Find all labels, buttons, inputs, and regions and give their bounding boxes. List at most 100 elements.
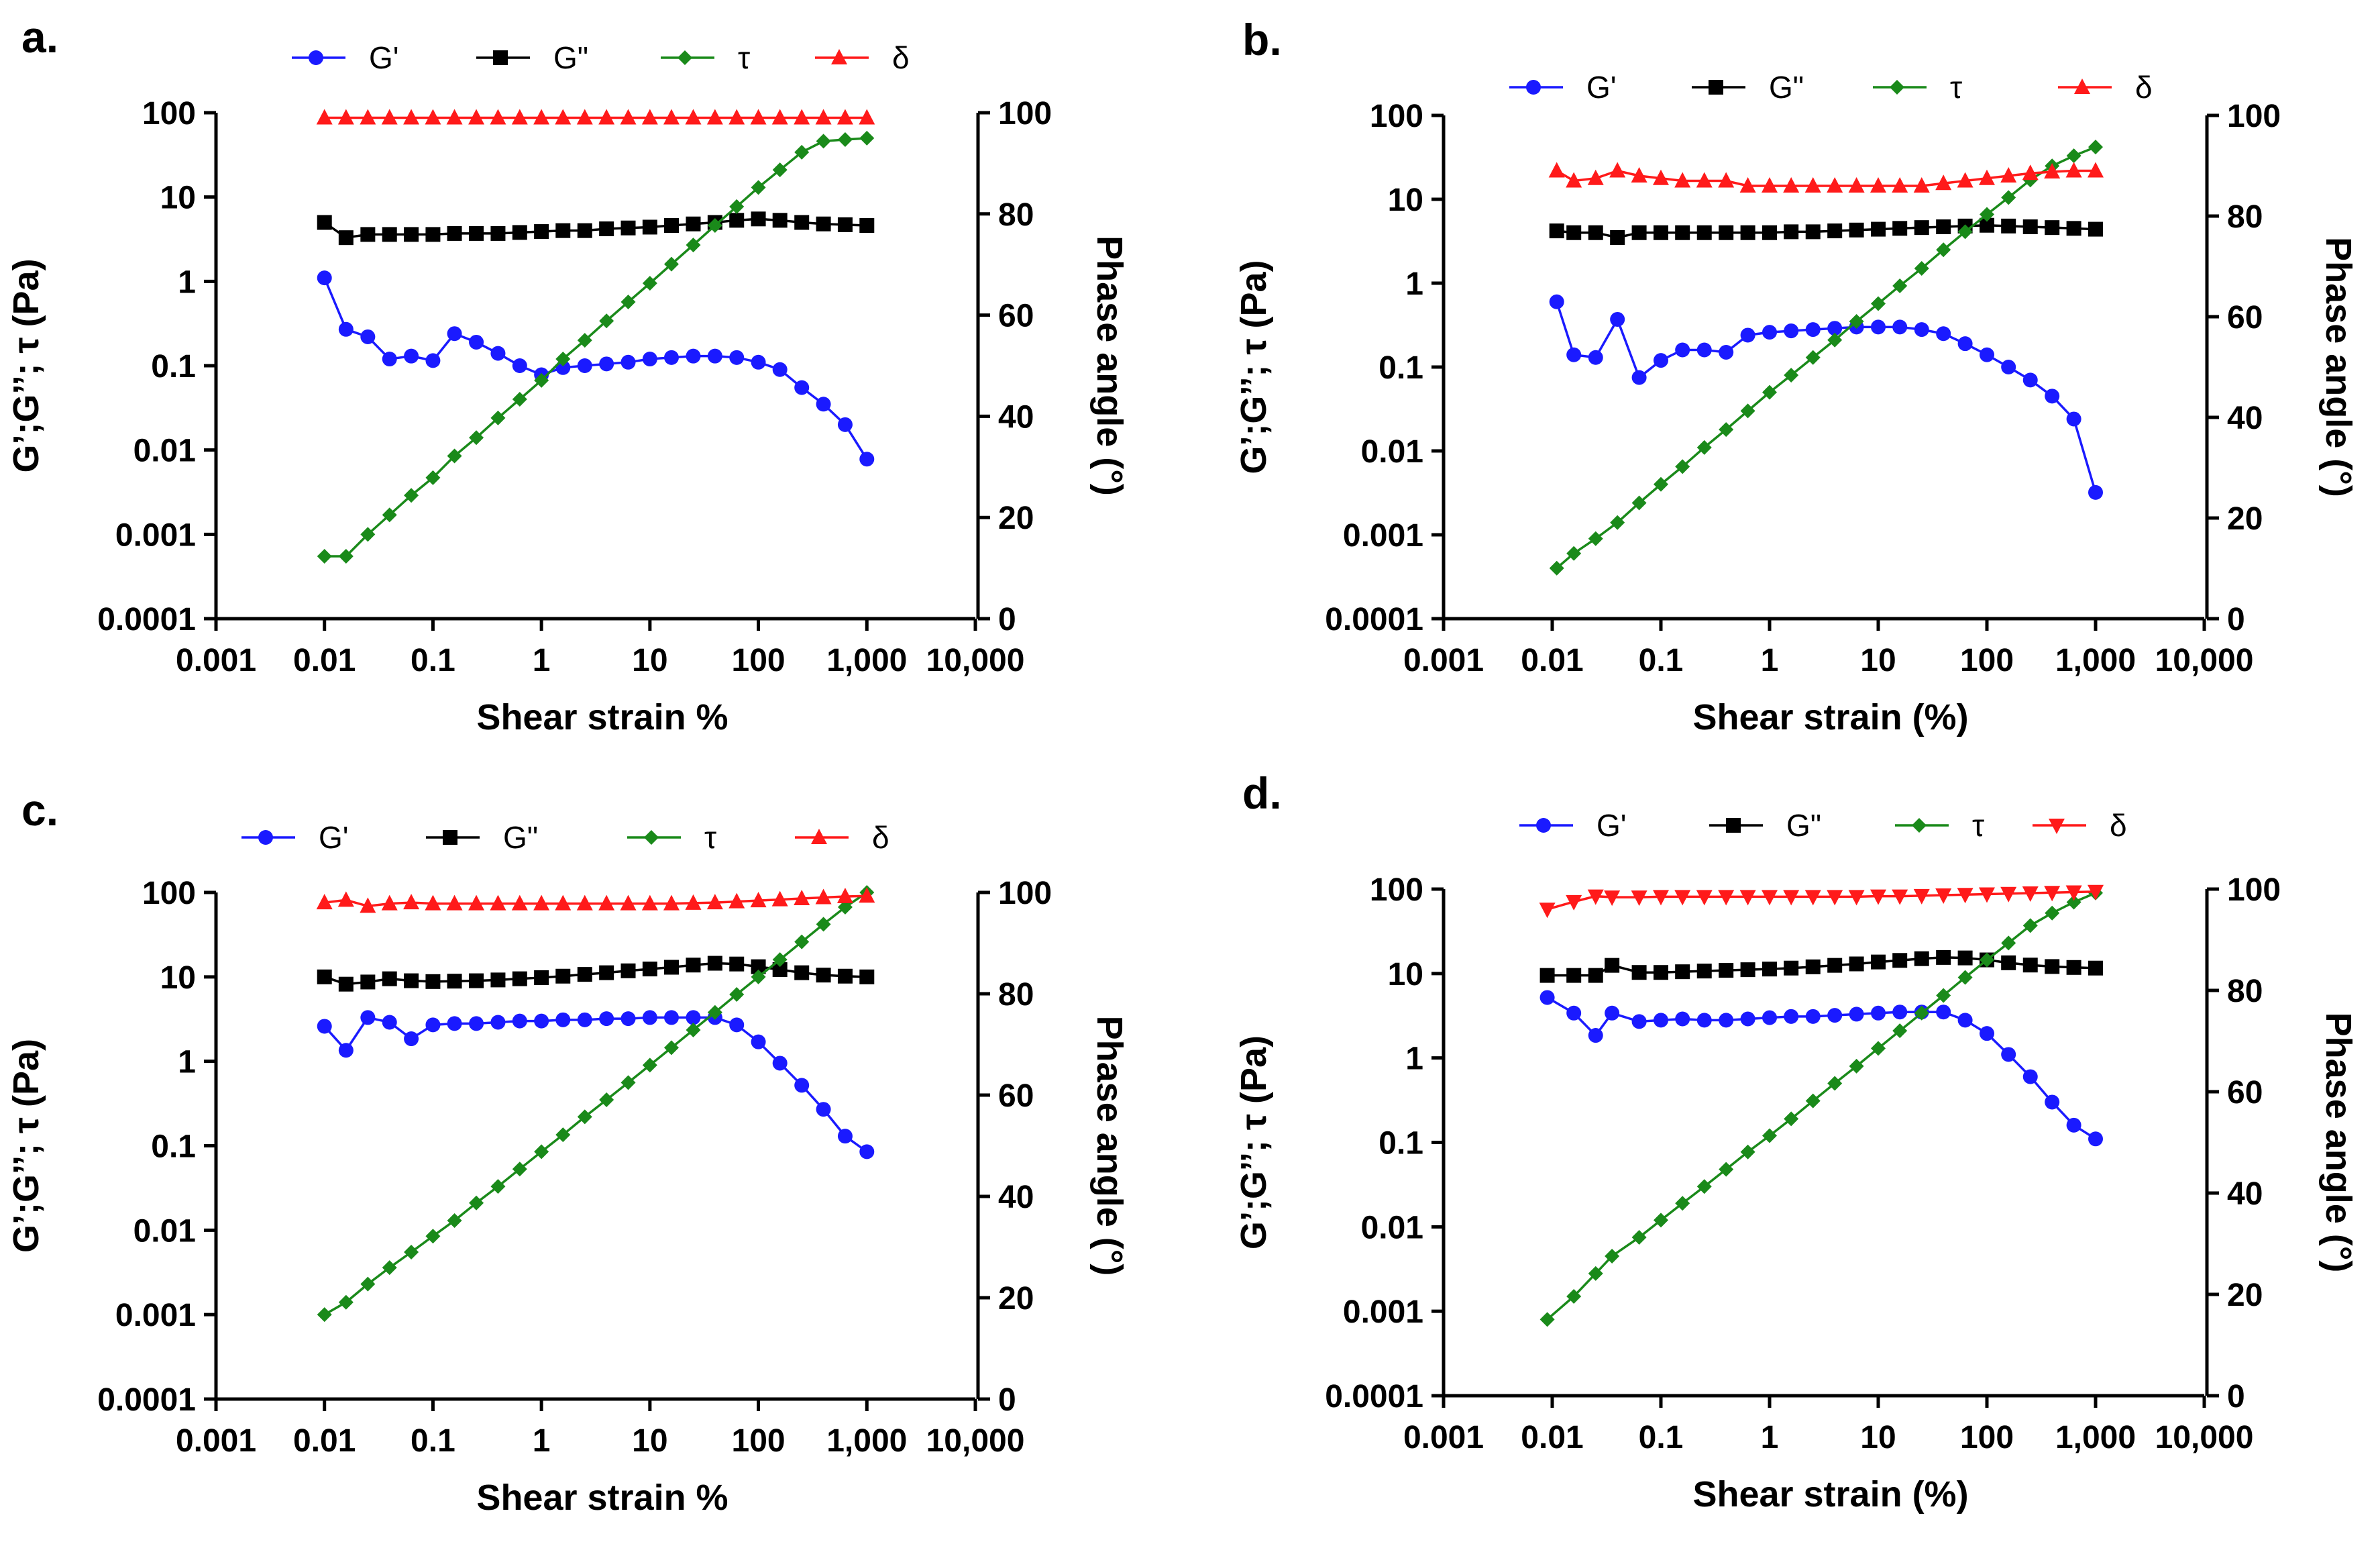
- panel-letter: a.: [21, 12, 58, 62]
- chart-panel-2: b. 0.0001 0.001 0.01 0.1 1 10 100 0 20 40 60 80 100 0.…: [1234, 15, 2359, 737]
- y-tick-label: 0.001: [115, 517, 196, 553]
- data-point: [1696, 1179, 1712, 1194]
- x-tick-label: 1,000: [826, 643, 907, 678]
- x-tick-label: 1: [533, 643, 551, 678]
- series-2: [317, 885, 875, 1323]
- panel-letter: b.: [1242, 15, 1282, 64]
- x-tick-label: 100: [1960, 1420, 2014, 1455]
- data-point: [1566, 968, 1582, 983]
- data-point: [707, 956, 722, 971]
- data-point: [1804, 177, 1821, 193]
- legend-marker: [1709, 80, 1723, 95]
- y2-tick-label: 80: [2227, 974, 2263, 1009]
- y-tick-label: 0.0001: [1325, 1379, 1423, 1414]
- data-point: [707, 348, 722, 364]
- y2-tick-label: 100: [998, 876, 1052, 911]
- y2-axis-title: Phase angle (°): [2318, 237, 2359, 497]
- data-point: [555, 1012, 571, 1027]
- data-point: [577, 358, 592, 373]
- x-tick-label: 10,000: [2155, 1420, 2254, 1455]
- data-point: [729, 213, 745, 228]
- data-point: [2066, 894, 2081, 910]
- data-point: [447, 1213, 462, 1228]
- y-tick-label: 10: [1388, 957, 1423, 992]
- data-point: [404, 1031, 419, 1047]
- chart-panel-4: d. 0.0001 0.001 0.01 0.1 1 10 100 0 20 40 60 80 100 0.…: [1234, 768, 2359, 1514]
- y-axis-title: G’;G’’; τ (Pa): [1234, 1035, 1274, 1249]
- y-tick-label: 0.1: [1378, 350, 1423, 386]
- data-point: [555, 352, 571, 367]
- data-point: [316, 109, 333, 125]
- data-point: [1675, 225, 1690, 240]
- data-point: [1762, 962, 1777, 977]
- data-point: [512, 971, 527, 986]
- data-point: [403, 894, 420, 910]
- legend-marker: [1526, 80, 1541, 95]
- legend-label: G": [1769, 70, 1804, 105]
- data-point: [1610, 311, 1625, 327]
- legend-label: G': [1597, 808, 1627, 843]
- y2-tick-label: 20: [2227, 1278, 2263, 1313]
- data-point: [706, 109, 723, 125]
- data-point: [469, 973, 484, 988]
- data-point: [1631, 965, 1647, 980]
- series-line: [1547, 890, 2096, 911]
- x-tick-label: 100: [732, 643, 786, 678]
- data-point: [490, 894, 506, 911]
- x-tick-label: 1: [1761, 643, 1779, 678]
- x-axis-title: Shear strain (%): [1692, 1474, 1968, 1514]
- y2-tick-label: 20: [998, 501, 1034, 536]
- data-point: [2000, 167, 2017, 183]
- data-point: [686, 216, 701, 231]
- data-point: [707, 1005, 722, 1020]
- data-point: [1587, 889, 1604, 905]
- data-point: [1539, 990, 1555, 1005]
- data-point: [1805, 224, 1821, 240]
- legend-item: G": [1709, 808, 1821, 843]
- data-point: [859, 969, 875, 984]
- data-point: [1631, 225, 1647, 240]
- data-point: [599, 356, 614, 372]
- x-tick-label: 0.01: [1521, 1420, 1583, 1455]
- series-0: [1549, 294, 2103, 500]
- y2-tick-label: 0: [2227, 602, 2245, 637]
- data-point: [837, 1129, 853, 1144]
- data-point: [338, 230, 354, 246]
- data-point: [2001, 218, 2016, 234]
- data-point: [447, 974, 462, 989]
- data-point: [859, 218, 875, 234]
- y-tick-label: 0.1: [1378, 1126, 1423, 1162]
- data-point: [598, 894, 615, 911]
- legend-item: δ: [795, 820, 889, 855]
- y-tick-label: 0.1: [151, 349, 196, 384]
- data-point: [338, 1294, 354, 1310]
- x-tick-label: 100: [732, 1423, 786, 1459]
- data-point: [468, 894, 485, 911]
- data-point: [1740, 962, 1755, 978]
- data-point: [1980, 1026, 1994, 1041]
- data-point: [1957, 970, 1973, 985]
- data-point: [534, 1013, 549, 1029]
- data-point: [512, 392, 527, 407]
- data-point: [707, 218, 722, 234]
- data-point: [728, 892, 745, 909]
- y2-tick-label: 80: [998, 197, 1034, 233]
- series-1: [317, 956, 875, 992]
- data-point: [599, 965, 614, 980]
- data-point: [1549, 294, 1564, 309]
- data-point: [338, 321, 354, 337]
- x-tick-label: 10,000: [2155, 643, 2254, 678]
- data-point: [772, 213, 788, 228]
- data-point: [382, 1260, 397, 1276]
- legend-label: τ: [738, 40, 750, 75]
- data-point: [555, 968, 571, 984]
- data-point: [1566, 347, 1582, 362]
- data-point: [1804, 890, 1821, 906]
- data-point: [404, 973, 419, 988]
- data-point: [490, 972, 506, 988]
- x-tick-label: 10,000: [926, 643, 1025, 678]
- y2-tick-label: 60: [998, 1078, 1034, 1114]
- data-point: [706, 894, 723, 910]
- y-tick-label: 1: [178, 1045, 196, 1080]
- series-0: [317, 270, 875, 467]
